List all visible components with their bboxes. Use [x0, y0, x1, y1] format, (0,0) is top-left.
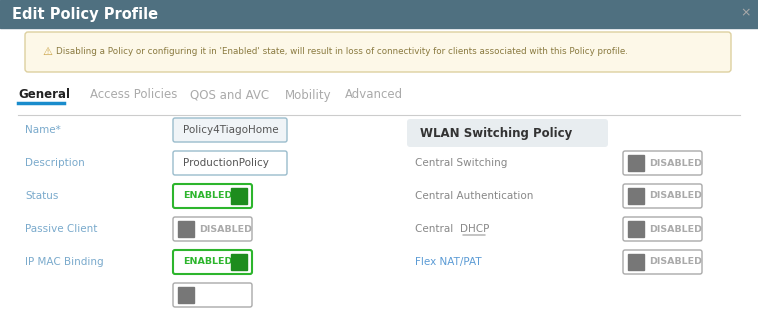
FancyBboxPatch shape	[173, 283, 252, 307]
FancyBboxPatch shape	[173, 250, 252, 274]
Text: Access Policies: Access Policies	[90, 89, 177, 102]
Text: Policy4TiagoHome: Policy4TiagoHome	[183, 125, 279, 135]
Text: Advanced: Advanced	[345, 89, 403, 102]
Text: DISABLED: DISABLED	[199, 224, 252, 233]
FancyBboxPatch shape	[623, 151, 702, 175]
Text: Disabling a Policy or configuring it in 'Enabled' state, will result in loss of : Disabling a Policy or configuring it in …	[56, 47, 628, 56]
Bar	[628, 188, 644, 204]
Text: Description: Description	[25, 158, 85, 168]
Bar	[628, 254, 644, 270]
Text: General: General	[18, 89, 70, 102]
Bar	[231, 188, 247, 204]
Text: ⚠: ⚠	[42, 47, 52, 57]
FancyBboxPatch shape	[173, 184, 252, 208]
Text: Central Authentication: Central Authentication	[415, 191, 534, 201]
Text: Central: Central	[415, 224, 456, 234]
Text: Status: Status	[25, 191, 58, 201]
Text: ENABLED: ENABLED	[183, 192, 233, 201]
FancyBboxPatch shape	[173, 151, 287, 175]
Bar	[628, 155, 644, 171]
FancyBboxPatch shape	[407, 119, 608, 147]
Bar	[628, 221, 644, 237]
Text: IP MAC Binding: IP MAC Binding	[25, 257, 104, 267]
FancyBboxPatch shape	[623, 217, 702, 241]
Text: DISABLED: DISABLED	[649, 258, 702, 267]
Text: Edit Policy Profile: Edit Policy Profile	[12, 7, 158, 22]
Text: DISABLED: DISABLED	[649, 192, 702, 201]
Text: Flex NAT/PAT: Flex NAT/PAT	[415, 257, 481, 267]
Bar	[231, 254, 247, 270]
Text: ×: ×	[741, 7, 751, 20]
Bar	[0, 0, 758, 28]
FancyBboxPatch shape	[623, 184, 702, 208]
Text: Name*: Name*	[25, 125, 61, 135]
Bar	[178, 287, 194, 303]
Text: Mobility: Mobility	[285, 89, 332, 102]
Text: ProductionPolicy: ProductionPolicy	[183, 158, 269, 168]
Bar	[178, 221, 194, 237]
Text: DHCP: DHCP	[460, 224, 490, 234]
Text: Passive Client: Passive Client	[25, 224, 97, 234]
FancyBboxPatch shape	[173, 118, 287, 142]
FancyBboxPatch shape	[173, 217, 252, 241]
Text: WLAN Switching Policy: WLAN Switching Policy	[420, 126, 572, 139]
Text: QOS and AVC: QOS and AVC	[190, 89, 269, 102]
Text: Central Switching: Central Switching	[415, 158, 507, 168]
FancyBboxPatch shape	[25, 32, 731, 72]
Text: ENABLED: ENABLED	[183, 258, 233, 267]
Text: DISABLED: DISABLED	[649, 224, 702, 233]
FancyBboxPatch shape	[623, 250, 702, 274]
Text: DISABLED: DISABLED	[649, 158, 702, 168]
